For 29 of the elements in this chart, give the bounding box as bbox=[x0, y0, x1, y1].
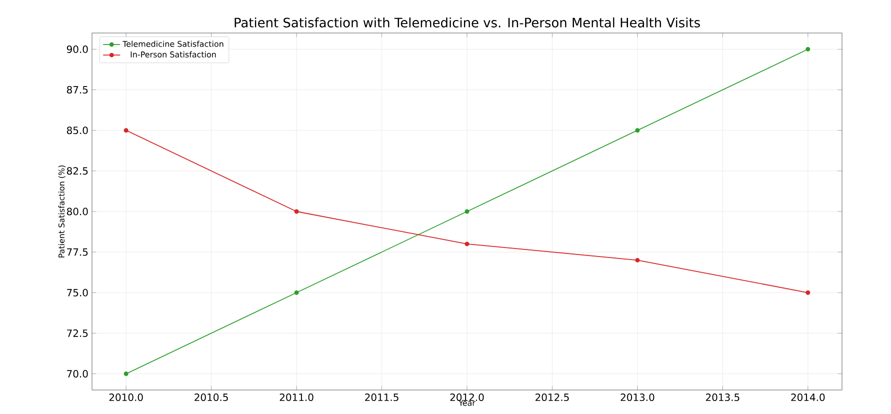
x-tick-label: 2013.5 bbox=[706, 394, 740, 402]
y-tick-label: 75.0 bbox=[67, 288, 88, 296]
x-tick-label: 2011.5 bbox=[365, 394, 398, 402]
point bbox=[806, 290, 810, 295]
x-tick-label: 2012.0 bbox=[450, 394, 484, 402]
chart-title: Patient Satisfaction with Telemedicine vs. In-Person Mental Health Visits bbox=[234, 17, 700, 28]
y-tick-label: 82.5 bbox=[66, 167, 88, 175]
point bbox=[635, 128, 640, 133]
y-tick-label: 72.5 bbox=[67, 329, 88, 337]
x-tick-label: 2010.5 bbox=[194, 394, 228, 402]
point bbox=[635, 258, 640, 262]
point bbox=[124, 372, 128, 376]
x-tick-label: 2013.0 bbox=[620, 394, 654, 402]
point bbox=[464, 209, 470, 214]
point bbox=[464, 242, 470, 246]
x-tick-label: 2012.5 bbox=[536, 394, 569, 402]
y-tick-label: 77.5 bbox=[67, 248, 88, 256]
y-tick-label: 90.0 bbox=[66, 45, 88, 53]
y-tick-label: 80.0 bbox=[66, 208, 88, 216]
point bbox=[124, 128, 128, 133]
y-tick-label: 87.5 bbox=[66, 86, 88, 94]
x-tick-label: 2014.0 bbox=[791, 394, 825, 402]
point bbox=[294, 209, 299, 214]
x-tick-label: 2011.0 bbox=[280, 394, 314, 402]
point bbox=[294, 290, 299, 295]
y-tick-label: 85.0 bbox=[66, 126, 88, 134]
point bbox=[806, 46, 810, 52]
x-tick-label: 2010.0 bbox=[109, 394, 143, 402]
y-tick-label: 70.0 bbox=[67, 370, 88, 378]
